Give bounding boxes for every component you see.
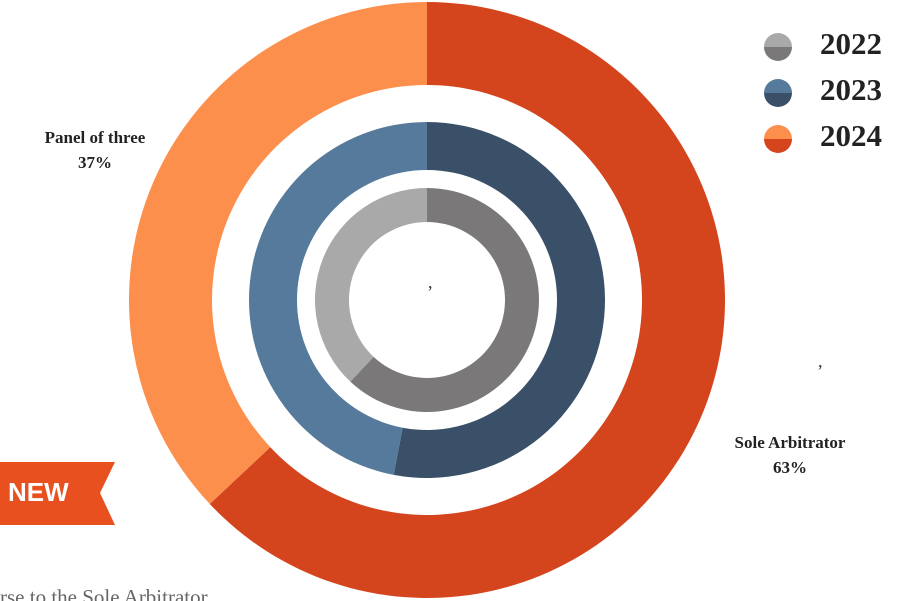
category-label: Panel of three	[45, 128, 146, 147]
legend-label: 2022	[820, 26, 882, 61]
legend-swatch	[764, 33, 792, 47]
donut-segment	[315, 188, 427, 382]
legend-swatch	[764, 93, 792, 107]
annotation: ,	[428, 272, 433, 292]
value-label: 37%	[78, 153, 112, 172]
legend-swatch	[764, 79, 792, 93]
donut-segment	[209, 2, 726, 598]
donut-segment	[393, 122, 606, 478]
legend-label: 2023	[820, 72, 882, 107]
legend-swatch	[764, 139, 792, 153]
badge-text: NEW	[8, 477, 69, 507]
category-label: Sole Arbitrator	[735, 433, 846, 452]
value-label: 63%	[773, 458, 807, 477]
annotation: ,	[818, 351, 823, 371]
footer-text: rse to the Sole Arbitrator	[0, 585, 208, 601]
badge-ribbon	[0, 462, 115, 525]
donut-segment	[128, 2, 427, 504]
donut-segment	[249, 122, 427, 475]
donut-segment	[350, 188, 539, 413]
legend-label: 2024	[820, 118, 882, 153]
legend-swatch	[764, 125, 792, 139]
legend-swatch	[764, 47, 792, 61]
